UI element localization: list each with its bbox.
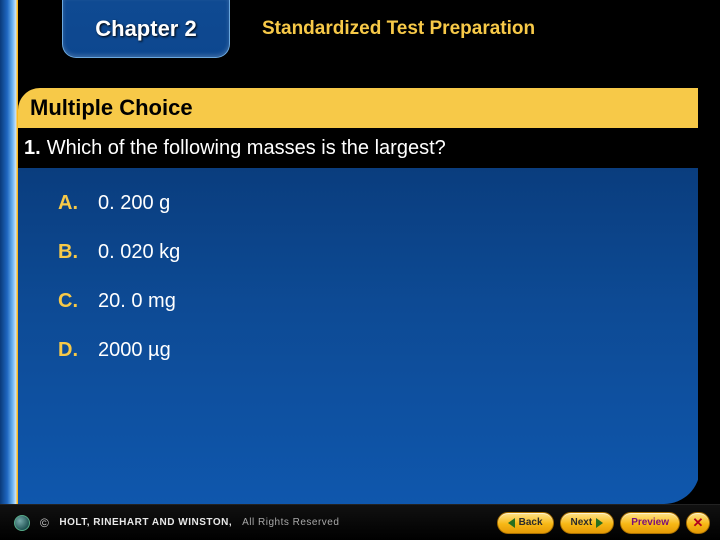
choices-area: A. 0. 200 g B. 0. 020 kg C. 20. 0 mg D. … [18,168,700,504]
next-button[interactable]: Next [560,512,615,534]
choice-value: 0. 200 g [98,192,170,215]
header-subtitle: Standardized Test Preparation [262,18,535,40]
chevron-left-icon [508,518,515,528]
choice-b[interactable]: B. 0. 020 kg [58,241,700,264]
choice-letter: B. [58,241,80,264]
preview-label: Preview [631,517,669,528]
question-bar: 1. Which of the following masses is the … [18,128,720,168]
chevron-right-icon [596,518,603,528]
publisher-name: HOLT, RINEHART AND WINSTON, [59,517,232,528]
choice-value: 2000 µg [98,339,171,362]
next-label: Next [571,517,593,528]
choice-letter: D. [58,339,80,362]
question-text: Which of the following masses is the lar… [47,137,446,160]
choice-letter: A. [58,192,80,215]
rights-text: All Rights Reserved [242,517,339,528]
chapter-tab: Chapter 2 [62,0,230,58]
section-title-bar: Multiple Choice [18,88,698,128]
close-button[interactable]: ✕ [686,512,710,534]
choice-value: 0. 020 kg [98,241,180,264]
slide: Chapter 2 Standardized Test Preparation … [0,0,720,540]
choice-value: 20. 0 mg [98,290,176,313]
choice-letter: C. [58,290,80,313]
footer-bar: © HOLT, RINEHART AND WINSTON, All Rights… [0,504,720,540]
preview-button[interactable]: Preview [620,512,680,534]
back-button[interactable]: Back [497,512,554,534]
section-title: Multiple Choice [30,95,193,121]
copyright-symbol: © [40,516,49,530]
back-label: Back [519,517,543,528]
choice-a[interactable]: A. 0. 200 g [58,192,700,215]
left-accent-bar [0,0,18,504]
publisher-logo-icon [14,515,30,531]
choice-d[interactable]: D. 2000 µg [58,339,700,362]
chapter-label: Chapter 2 [95,16,196,42]
right-edge [698,130,720,504]
footer-nav: Back Next Preview ✕ [497,512,710,534]
question-number: 1. [24,137,41,160]
footer-branding: © HOLT, RINEHART AND WINSTON, All Rights… [14,515,339,531]
close-icon: ✕ [693,515,704,531]
choice-c[interactable]: C. 20. 0 mg [58,290,700,313]
